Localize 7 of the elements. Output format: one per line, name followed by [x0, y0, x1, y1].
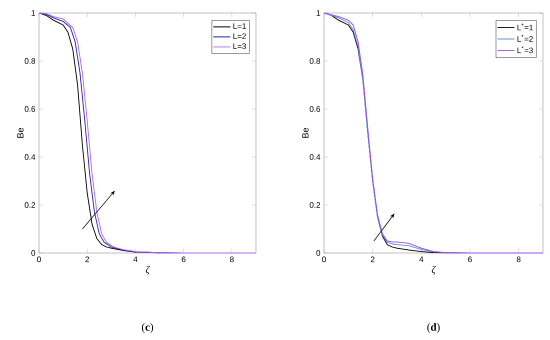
y-axis-title: Be — [17, 128, 24, 138]
line-series — [38, 12, 256, 254]
text: (c) — [142, 323, 154, 333]
x-axis-title: ζ — [146, 266, 150, 275]
x-axis-title: ζ — [432, 266, 436, 275]
text: (d) — [427, 323, 440, 333]
y-axis-title: Be — [302, 128, 309, 138]
